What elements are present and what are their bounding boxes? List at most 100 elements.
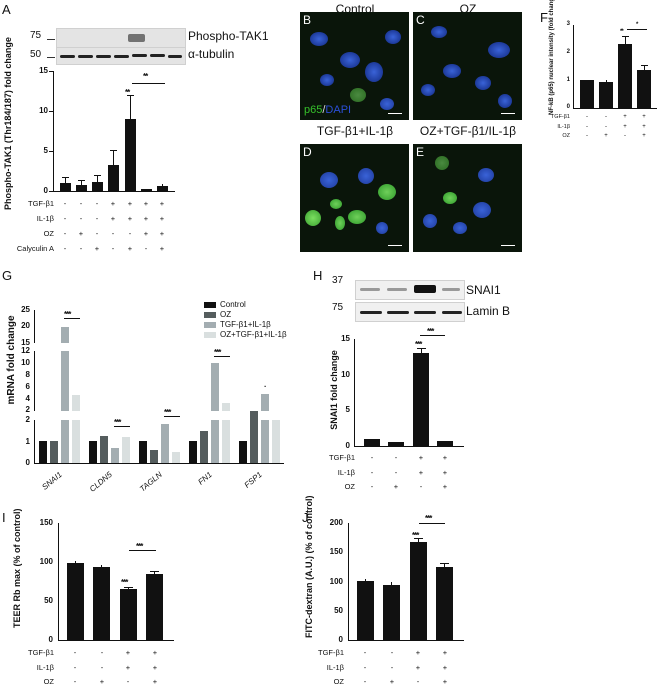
significance-line — [420, 335, 445, 336]
x-tick-label: CLDN5 — [87, 470, 114, 494]
sign: + — [152, 648, 158, 657]
condition-label: OZ — [333, 677, 344, 686]
legend-swatch — [204, 322, 216, 328]
condition-label: IL-1β — [557, 124, 570, 130]
sign: + — [642, 114, 646, 120]
axis-break-gap — [211, 411, 219, 420]
significance-marker: ** — [620, 29, 624, 35]
y-tick: 10 — [21, 358, 30, 367]
bar — [141, 189, 152, 191]
blot-mw-75: 75 — [30, 30, 42, 41]
error-bar — [130, 95, 131, 119]
panel-letter-a: A — [2, 2, 11, 17]
bar — [157, 186, 168, 191]
sign: - — [370, 482, 374, 491]
sign: + — [159, 244, 165, 253]
significance-marker: *** — [415, 340, 422, 349]
sign: - — [79, 214, 83, 223]
y-tick: 0 — [338, 635, 343, 644]
y-axis — [573, 25, 574, 109]
x-axis — [348, 640, 464, 641]
y-tick: 1 — [566, 77, 570, 83]
band — [132, 54, 147, 57]
sign: - — [63, 229, 67, 238]
sign: + — [442, 453, 448, 462]
x-axis — [354, 446, 464, 447]
significance-marker: *** — [114, 418, 121, 427]
sign: - — [586, 114, 588, 120]
error-bar — [418, 538, 419, 542]
y-tick: 0 — [48, 635, 53, 644]
condition-label: TGF-β1 — [329, 453, 355, 462]
sign: - — [370, 453, 374, 462]
sign: + — [393, 482, 399, 491]
bar-oz — [100, 436, 108, 463]
x-axis — [34, 463, 284, 464]
blot-mw-75: 75 — [332, 302, 344, 313]
bar — [108, 165, 119, 191]
error-cap — [127, 95, 134, 96]
sign: + — [442, 482, 448, 491]
bar — [637, 70, 651, 108]
sign: + — [94, 244, 100, 253]
sign: + — [127, 199, 133, 208]
blot-mw-50: 50 — [30, 49, 42, 60]
mw-tick — [47, 39, 55, 40]
error-bar — [365, 579, 366, 581]
sign: + — [143, 229, 149, 238]
y-axis-title: FITC-dextran (A.U.) (% of control) — [304, 495, 314, 639]
panel-letter-c: C — [416, 13, 425, 27]
sign: + — [604, 133, 608, 139]
sign: - — [73, 648, 77, 657]
condition-label: IL-1β — [36, 214, 54, 223]
condition-label: TGF-β1 — [28, 199, 54, 208]
y-tick: 6 — [25, 382, 30, 391]
error-bar — [128, 587, 129, 589]
legend-swatch — [204, 332, 216, 338]
y-tick: 15 — [39, 66, 48, 75]
y-tick: 8 — [25, 370, 30, 379]
error-cap — [78, 180, 85, 181]
significance-line — [129, 550, 156, 551]
y-tick: 2 — [566, 49, 570, 55]
y-axis — [53, 71, 54, 192]
bar-oz — [250, 411, 258, 463]
error-cap — [124, 587, 133, 588]
bar — [92, 182, 103, 191]
sign: + — [143, 199, 149, 208]
significance-line — [164, 416, 180, 417]
significance-marker: *** — [412, 531, 419, 540]
band — [114, 55, 129, 58]
sign: - — [63, 214, 67, 223]
y-tick: 150 — [329, 547, 343, 556]
sign: + — [623, 124, 627, 130]
y-tick: 12 — [21, 346, 30, 355]
legend-label: OZ — [220, 310, 232, 319]
mw-tick — [47, 57, 55, 58]
panel-letter-i: I — [2, 510, 6, 525]
y-tick: 20 — [21, 321, 30, 330]
sign: - — [126, 677, 130, 686]
sign: - — [363, 648, 367, 657]
blot-label-alpha-tubulin: α-tubulin — [188, 47, 235, 61]
band — [442, 288, 460, 291]
sign: - — [394, 468, 398, 477]
sign: - — [73, 677, 77, 686]
axis-break-gap — [261, 411, 269, 420]
sign: - — [95, 214, 99, 223]
bar — [437, 441, 453, 446]
significance-marker: ** — [143, 72, 148, 81]
bar-control — [189, 441, 197, 463]
sign: - — [63, 199, 67, 208]
sign: + — [152, 663, 158, 672]
x-axis — [58, 640, 174, 641]
band — [387, 311, 409, 314]
error-cap — [94, 175, 101, 176]
bar — [436, 567, 453, 640]
panel-letter-h: H — [313, 268, 323, 283]
sign: - — [586, 133, 588, 139]
condition-label: IL-1β — [337, 468, 355, 477]
bar-oz-tgf — [272, 420, 280, 463]
legend-swatch — [204, 302, 216, 308]
y-tick: 15 — [21, 338, 30, 347]
